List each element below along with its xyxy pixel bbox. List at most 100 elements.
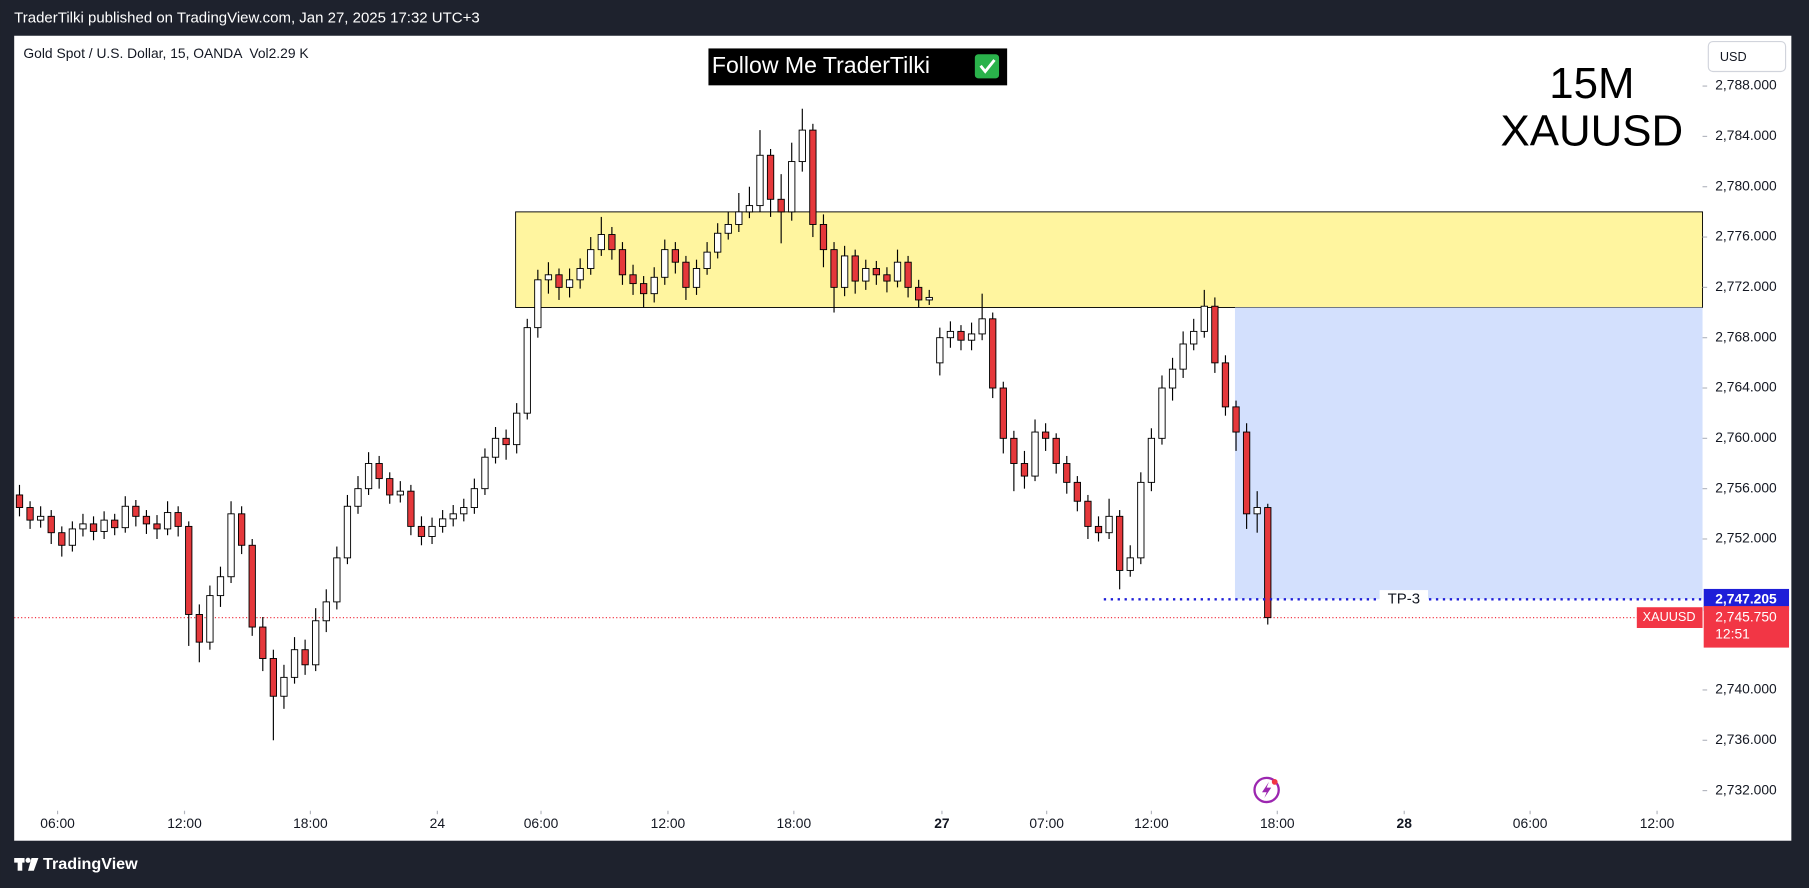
candle-body [682, 261, 690, 288]
candle-body [280, 676, 288, 697]
candle-body [872, 268, 880, 276]
candle-body [248, 544, 256, 628]
candle-body [322, 601, 330, 622]
candle-body [174, 512, 182, 527]
last-price-label: 2,745.750 [1715, 608, 1777, 624]
currency: USD [1720, 50, 1747, 64]
candle-body [1190, 330, 1198, 345]
candle-body [936, 337, 944, 364]
candle-body [343, 505, 352, 559]
x-tick-label: 18:00 [1260, 815, 1295, 831]
y-tick-label: 2,732.000 [1715, 781, 1777, 797]
candle-body [692, 268, 701, 288]
candle-body [565, 279, 574, 288]
candle-body [396, 490, 404, 496]
candle-body [1158, 387, 1166, 439]
target-label: TP-3 [1388, 590, 1420, 607]
x-tick-label: 27 [934, 815, 950, 831]
candle-body [735, 211, 743, 225]
y-tick-label: 2,764.000 [1715, 379, 1777, 395]
candle-body [1116, 515, 1124, 571]
zone [1234, 307, 1703, 600]
x-tick-label: 18:00 [777, 815, 812, 831]
candle-body [946, 330, 955, 339]
x-tick-label: 12:00 [651, 815, 686, 831]
target-price-label: 2,747.205 [1715, 591, 1777, 607]
y-tick-label: 2,772.000 [1715, 278, 1777, 294]
last-price-tag [1703, 606, 1790, 648]
lightning-icon[interactable] [1253, 776, 1280, 804]
candle-body [1010, 437, 1018, 464]
candle-body [58, 532, 66, 546]
candle-body [745, 205, 754, 213]
candle-body [386, 478, 394, 496]
candle-body [449, 513, 457, 520]
candle-body [312, 620, 320, 666]
candle-body [68, 528, 77, 546]
x-tick-label: 12:00 [1640, 815, 1675, 831]
candle-body [153, 523, 161, 530]
candle-body [756, 154, 764, 207]
candle-body [1253, 507, 1261, 515]
check-mark [979, 59, 996, 74]
candle-body [364, 463, 373, 490]
candle-body [724, 224, 732, 234]
candle-body [1264, 507, 1272, 619]
candle-body [1073, 481, 1081, 502]
candle-body [1084, 500, 1092, 527]
x-tick-label: 07:00 [1029, 815, 1064, 831]
x-tick-label: 06:00 [40, 815, 75, 831]
candle-body [978, 318, 986, 335]
candle-body [1052, 437, 1060, 464]
candle-body [502, 437, 510, 446]
candle-body [428, 525, 436, 537]
x-tick-label: 24 [430, 815, 446, 831]
y-tick-label: 2,784.000 [1715, 127, 1777, 143]
annotation-symbol: XAUUSD [1501, 106, 1684, 155]
candle-body [142, 515, 151, 525]
check-icon [974, 54, 1000, 79]
candle-body [534, 279, 542, 329]
banner-text: Follow Me TraderTilki [712, 52, 930, 78]
candle-body [830, 249, 838, 288]
candle-body [587, 249, 595, 269]
candle-body [1179, 343, 1187, 370]
candle-body [417, 525, 426, 537]
zone [515, 211, 1704, 308]
y-tick-label: 2,736.000 [1715, 731, 1777, 747]
candle-body [904, 261, 912, 288]
candle-body [163, 512, 172, 530]
candle-body [766, 154, 775, 200]
candle-body [1200, 305, 1208, 332]
candle-body [1105, 515, 1113, 534]
candle-body [608, 234, 616, 251]
candle-body [121, 505, 129, 529]
candle-body [481, 456, 489, 490]
banner-box [708, 48, 1008, 86]
candle-body [1221, 362, 1230, 408]
candle-body [1126, 557, 1134, 571]
plot: TP-3 2,732.000 2,736.000 2,740.000 2,752.000… [14, 77, 1790, 831]
candle-body [671, 249, 679, 263]
y-tick-label: 2,740.000 [1715, 681, 1777, 697]
candle-body [206, 595, 214, 643]
candle-body [915, 286, 923, 301]
candle-body [523, 327, 531, 414]
candle-body [290, 649, 299, 678]
candle-body [809, 129, 817, 225]
y-tick-label: 2,776.000 [1715, 228, 1777, 244]
y-tick-label: 2,760.000 [1715, 429, 1777, 445]
candle-body [470, 488, 478, 508]
currency-box[interactable] [1707, 40, 1787, 73]
candle-body [1020, 463, 1029, 477]
symbol-info: Gold Spot / U.S. Dollar, 15, OANDA Vol2.2… [23, 45, 309, 61]
candle-body [893, 261, 902, 282]
candle-body [438, 518, 447, 527]
volume-value: 2.29 K [269, 45, 310, 61]
candle-body [259, 626, 267, 659]
candle-body [37, 515, 45, 521]
y-tick-label: 2,768.000 [1715, 328, 1777, 344]
target-label-bg [1379, 590, 1429, 609]
x-tick-label: 06:00 [1513, 815, 1548, 831]
candle-body [703, 251, 711, 269]
